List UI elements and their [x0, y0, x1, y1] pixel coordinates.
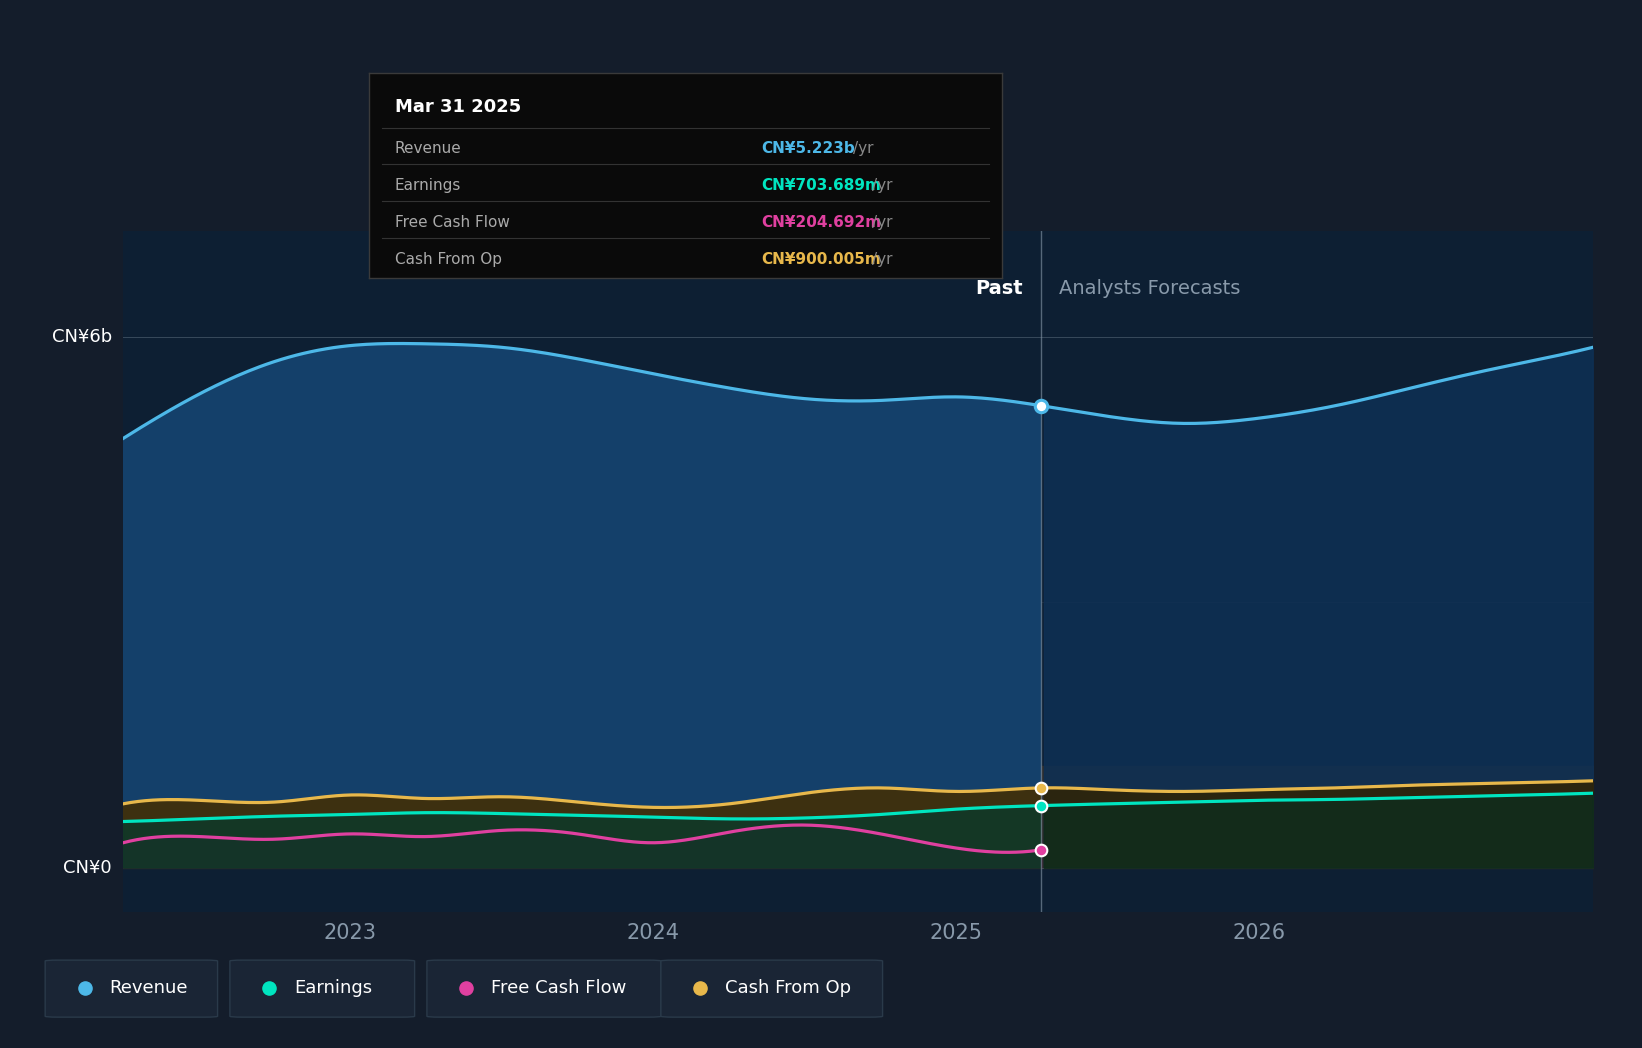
Point	[1028, 842, 1054, 858]
Text: Cash From Op: Cash From Op	[726, 979, 851, 997]
Point	[453, 979, 479, 996]
Text: Revenue: Revenue	[394, 141, 461, 156]
Text: /yr: /yr	[872, 178, 893, 193]
Text: Revenue: Revenue	[108, 979, 187, 997]
FancyBboxPatch shape	[230, 960, 414, 1018]
Point	[72, 979, 99, 996]
FancyBboxPatch shape	[662, 960, 883, 1018]
Text: Past: Past	[975, 279, 1023, 298]
Text: CN¥703.689m: CN¥703.689m	[762, 178, 882, 193]
Text: Cash From Op: Cash From Op	[394, 252, 502, 267]
Text: Earnings: Earnings	[394, 178, 461, 193]
Text: Mar 31 2025: Mar 31 2025	[394, 97, 521, 116]
Text: Free Cash Flow: Free Cash Flow	[491, 979, 626, 997]
Text: /yr: /yr	[872, 252, 893, 267]
FancyBboxPatch shape	[46, 960, 217, 1018]
Text: Analysts Forecasts: Analysts Forecasts	[1059, 279, 1241, 298]
Point	[1028, 397, 1054, 414]
Text: Free Cash Flow: Free Cash Flow	[394, 215, 509, 231]
Text: CN¥900.005m: CN¥900.005m	[762, 252, 882, 267]
Text: /yr: /yr	[872, 215, 893, 231]
Point	[1028, 780, 1054, 796]
Text: CN¥5.223b: CN¥5.223b	[762, 141, 855, 156]
Text: Earnings: Earnings	[294, 979, 373, 997]
Text: CN¥0: CN¥0	[64, 858, 112, 876]
Text: /yr: /yr	[854, 141, 874, 156]
Text: CN¥204.692m: CN¥204.692m	[762, 215, 882, 231]
Point	[688, 979, 714, 996]
Text: CN¥6b: CN¥6b	[53, 328, 112, 346]
Point	[1028, 798, 1054, 814]
Point	[256, 979, 282, 996]
FancyBboxPatch shape	[427, 960, 662, 1018]
